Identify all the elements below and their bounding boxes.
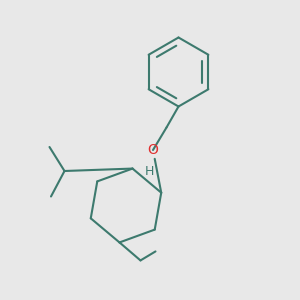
Text: H: H [144, 165, 154, 178]
Text: O: O [148, 143, 158, 157]
